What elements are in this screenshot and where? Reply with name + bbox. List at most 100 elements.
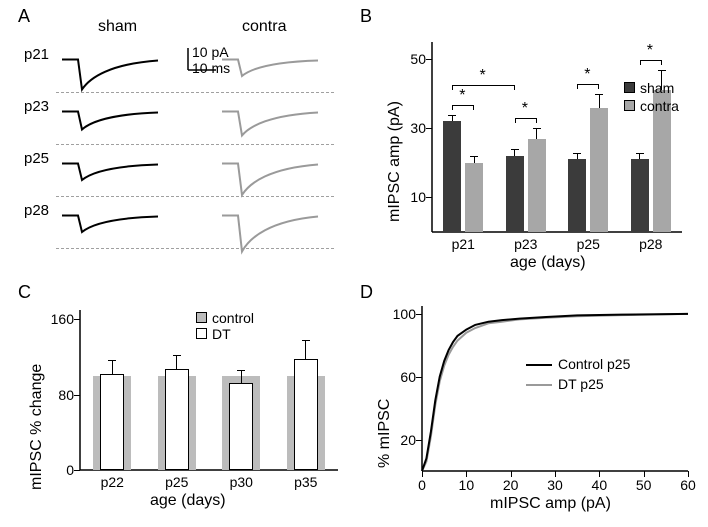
panel-a-scalebar: 10 pA 10 ms bbox=[188, 48, 238, 93]
panel-c-bar-dt bbox=[294, 359, 318, 470]
error-cap bbox=[595, 94, 603, 95]
panel-b-xtick-label: p25 bbox=[568, 236, 608, 252]
error-bar bbox=[112, 360, 113, 374]
panel-b-ytick-label: 50 bbox=[400, 51, 426, 67]
error-bar bbox=[452, 115, 453, 122]
panel-b-label: B bbox=[360, 6, 372, 27]
panel-d-xtick-label: 40 bbox=[587, 477, 611, 493]
panel-c-bar-dt bbox=[100, 374, 124, 470]
legend-line-dt bbox=[526, 384, 552, 386]
panel-c-ytick bbox=[74, 470, 80, 471]
panel-a-header-sham: sham bbox=[98, 18, 137, 36]
panel-d-xtick-label: 0 bbox=[410, 477, 434, 493]
legend-swatch-control bbox=[196, 312, 207, 323]
sig-bracket bbox=[577, 84, 599, 89]
legend-label-dt: DT bbox=[212, 326, 231, 342]
panel-c-ytick-label: 0 bbox=[42, 462, 74, 478]
legend-swatch-contra bbox=[624, 100, 635, 111]
error-bar bbox=[241, 370, 242, 383]
panel-d-plot-area: 20601000102030405060 Control p25 DT p25 bbox=[422, 306, 688, 471]
error-cap bbox=[237, 370, 245, 371]
legend-label-contra: contra bbox=[640, 98, 679, 114]
error-cap bbox=[636, 153, 644, 154]
legend-label-control: control bbox=[212, 310, 254, 326]
legend-label-dt: DT p25 bbox=[558, 376, 604, 392]
error-cap bbox=[470, 156, 478, 157]
panel-b-bar-sham bbox=[443, 121, 461, 232]
panel-d: % mIPSC 20601000102030405060 Control p25… bbox=[370, 298, 700, 520]
panel-c-xtick-label: p30 bbox=[223, 474, 259, 490]
panel-d-ytick-label: 60 bbox=[386, 369, 416, 385]
error-bar bbox=[474, 156, 475, 163]
error-bar bbox=[536, 128, 537, 138]
panel-b: mIPSC amp (pA) 103050 p21 p23 p25 p28***… bbox=[380, 22, 700, 272]
sig-star: * bbox=[647, 42, 653, 60]
sig-bracket bbox=[452, 105, 474, 110]
panel-a-row-label: p21 bbox=[24, 46, 49, 63]
panel-d-xtick-label: 50 bbox=[632, 477, 656, 493]
sig-star: * bbox=[480, 67, 486, 85]
panel-c-ytick bbox=[74, 395, 80, 396]
panel-b-bar-contra bbox=[590, 108, 608, 232]
panel-c-ytick bbox=[74, 319, 80, 320]
panel-c-xtick-label: p35 bbox=[288, 474, 324, 490]
panel-c-bar-dt bbox=[229, 383, 253, 470]
panel-b-xtick-label: p21 bbox=[443, 236, 483, 252]
sig-bracket bbox=[640, 60, 662, 65]
panel-c-plot-area: 080160 p22 p25 p30 p35 control DT bbox=[80, 310, 338, 470]
error-bar bbox=[514, 149, 515, 156]
panel-b-bar-contra bbox=[465, 163, 483, 232]
error-cap bbox=[108, 360, 116, 361]
panel-b-plot-area: 103050 p21 p23 p25 p28***** sham contra bbox=[432, 42, 682, 232]
panel-b-bar-sham bbox=[506, 156, 524, 232]
panel-b-xlabel: age (days) bbox=[510, 254, 586, 272]
panel-d-ytick bbox=[416, 377, 422, 378]
panel-a-header-contra: contra bbox=[242, 18, 286, 36]
panel-b-bar-sham bbox=[631, 159, 649, 232]
error-bar bbox=[305, 340, 306, 359]
sig-star: * bbox=[522, 100, 528, 118]
panel-c-xtick-label: p25 bbox=[159, 474, 195, 490]
panel-a-row-label: p28 bbox=[24, 202, 49, 219]
panel-a-row-label: p23 bbox=[24, 98, 49, 115]
panel-b-ytick-label: 10 bbox=[400, 189, 426, 205]
panel-b-xtick-label: p23 bbox=[506, 236, 546, 252]
error-cap bbox=[302, 340, 310, 341]
panel-c-bar-dt bbox=[165, 369, 189, 470]
panel-b-xtick-label: p28 bbox=[631, 236, 671, 252]
legend-swatch-sham bbox=[624, 82, 635, 93]
panel-b-ytick bbox=[426, 128, 432, 129]
sig-bracket bbox=[452, 85, 515, 90]
panel-b-ytick bbox=[426, 197, 432, 198]
panel-c-xlabel: age (days) bbox=[150, 492, 226, 510]
error-cap bbox=[573, 153, 581, 154]
panel-d-ytick-label: 100 bbox=[386, 306, 416, 322]
panel-d-xtick-label: 10 bbox=[454, 477, 478, 493]
panel-b-bar-contra bbox=[528, 139, 546, 232]
panel-d-xlabel: mIPSC amp (pA) bbox=[490, 495, 611, 513]
error-cap bbox=[448, 115, 456, 116]
panel-d-ytick bbox=[416, 440, 422, 441]
panel-c-ytick-label: 160 bbox=[42, 311, 74, 327]
panel-d-xtick-label: 60 bbox=[676, 477, 700, 493]
error-cap bbox=[658, 70, 666, 71]
legend-swatch-dt bbox=[196, 328, 207, 339]
error-cap bbox=[511, 149, 519, 150]
panel-d-ytick bbox=[416, 314, 422, 315]
legend-line-control bbox=[526, 364, 552, 366]
error-bar bbox=[176, 355, 177, 369]
legend-label-sham: sham bbox=[640, 80, 674, 96]
panel-c-ytick-label: 80 bbox=[42, 387, 74, 403]
legend-label-control: Control p25 bbox=[558, 356, 630, 372]
error-bar bbox=[577, 153, 578, 160]
panel-c-xtick-label: p22 bbox=[94, 474, 130, 490]
sig-star: * bbox=[584, 66, 590, 84]
panel-a-row-label: p25 bbox=[24, 150, 49, 167]
error-bar bbox=[639, 153, 640, 160]
error-bar bbox=[599, 94, 600, 108]
panel-a: sham contra p21 p23 p25 p28 10 pA 10 ms bbox=[0, 0, 350, 270]
error-cap bbox=[533, 128, 541, 129]
panel-d-xtick-label: 30 bbox=[543, 477, 567, 493]
panel-d-xtick-label: 20 bbox=[499, 477, 523, 493]
error-cap bbox=[173, 355, 181, 356]
